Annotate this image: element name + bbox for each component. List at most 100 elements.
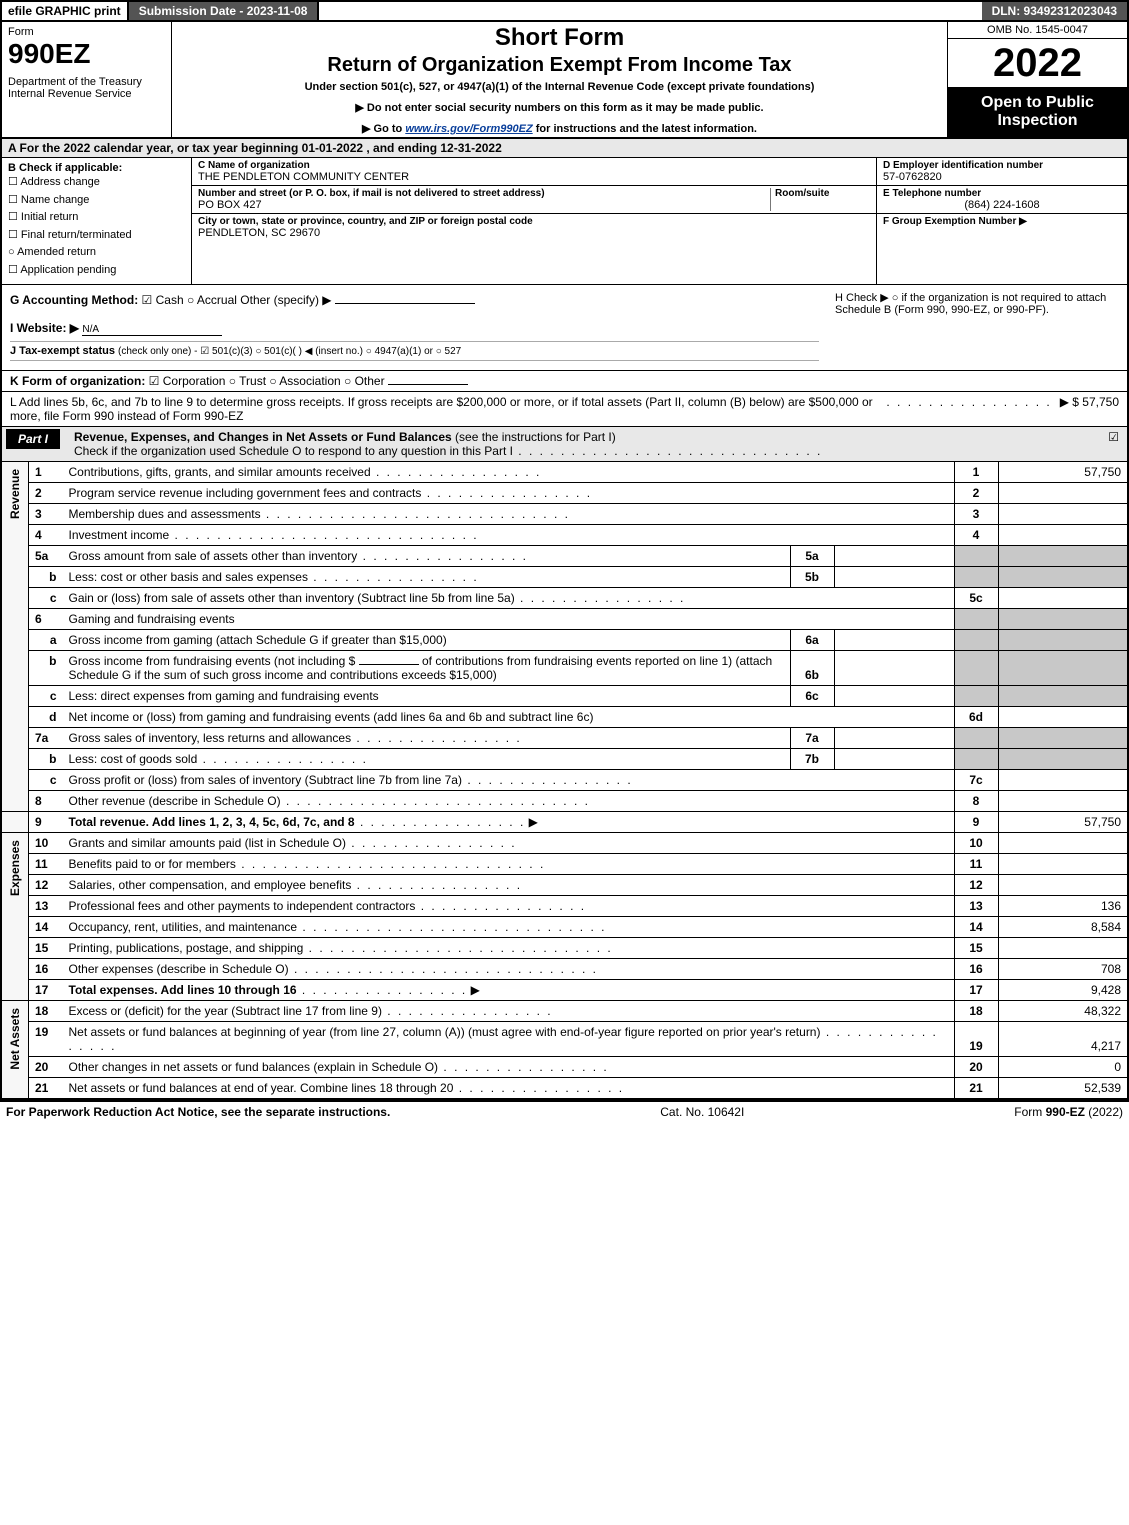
l6c-rn (954, 685, 998, 706)
l7a-mv (834, 727, 954, 748)
l20-text: Other changes in net assets or fund bala… (69, 1060, 439, 1074)
l2-n: 2 (29, 482, 63, 503)
l1-text: Contributions, gifts, grants, and simila… (69, 465, 371, 479)
rev-rot-9 (1, 811, 29, 832)
l5c-text: Gain or (loss) from sale of assets other… (69, 591, 515, 605)
l5b-dots (308, 570, 479, 584)
l3-d: Membership dues and assessments (63, 503, 955, 524)
header-sub2a: ▶ Do not enter social security numbers o… (180, 101, 939, 114)
l5c-d: Gain or (loss) from sale of assets other… (63, 587, 955, 608)
netassets-label: Net Assets (8, 1004, 22, 1074)
footer-right-b: 990-EZ (1046, 1105, 1085, 1119)
netassets-rot: Net Assets (1, 1000, 29, 1099)
l5a-mn: 5a (790, 545, 834, 566)
sub2b-pre: ▶ Go to (362, 123, 405, 135)
form-header: Form 990EZ Department of the Treasury In… (0, 22, 1129, 139)
l18-rv: 48,322 (998, 1000, 1128, 1021)
l7c-dots (462, 773, 633, 787)
l12-dots (351, 878, 522, 892)
c-addr-box: Number and street (or P. O. box, if mail… (192, 186, 876, 214)
efile-label[interactable]: efile GRAPHIC print (2, 2, 129, 20)
f-label: F Group Exemption Number ▶ (883, 216, 1121, 227)
j-label: J Tax-exempt status (10, 345, 115, 357)
part1-header: Part I Revenue, Expenses, and Changes in… (0, 427, 1129, 462)
chk-application-pending[interactable]: Application pending (8, 262, 185, 280)
l7b-d: Less: cost of goods sold (63, 748, 791, 769)
e-box: E Telephone number (864) 224-1608 (877, 186, 1127, 214)
ein-value: 57-0762820 (883, 171, 1121, 183)
l21-rn: 21 (954, 1077, 998, 1099)
page-footer: For Paperwork Reduction Act Notice, see … (0, 1100, 1129, 1122)
l12-n: 12 (29, 874, 63, 895)
c-addr-label: Number and street (or P. O. box, if mail… (198, 188, 770, 199)
l-dots (886, 395, 1051, 423)
l13-n: 13 (29, 895, 63, 916)
header-sub1: Under section 501(c), 527, or 4947(a)(1)… (180, 81, 939, 93)
l19-rv: 4,217 (998, 1021, 1128, 1056)
k-opts[interactable]: ☑ Corporation ○ Trust ○ Association ○ Ot… (149, 374, 385, 388)
l10-rn: 10 (954, 832, 998, 853)
irs-link[interactable]: www.irs.gov/Form990EZ (405, 123, 532, 135)
l20-rv: 0 (998, 1056, 1128, 1077)
l21-n: 21 (29, 1077, 63, 1099)
footer-right-a: Form (1014, 1105, 1045, 1119)
website-value: N/A (82, 324, 222, 336)
h-text[interactable]: H Check ▶ ○ if the organization is not r… (835, 292, 1106, 316)
l15-rv (998, 937, 1128, 958)
l16-rn: 16 (954, 958, 998, 979)
part1-check[interactable]: ☑ (1100, 427, 1127, 447)
l9-n: 9 (29, 811, 63, 832)
line-i: I Website: ▶ N/A (10, 319, 819, 338)
l8-dots (281, 794, 590, 808)
l19-d: Net assets or fund balances at beginning… (63, 1021, 955, 1056)
room-label: Room/suite (775, 188, 870, 199)
l7b-dots (197, 752, 368, 766)
l5a-text: Gross amount from sale of assets other t… (69, 549, 358, 563)
chk-address-change[interactable]: Address change (8, 174, 185, 192)
l5b-rn (954, 566, 998, 587)
l6a-mv (834, 629, 954, 650)
l9-d: Total revenue. Add lines 1, 2, 3, 4, 5c,… (63, 811, 955, 832)
l1-d: Contributions, gifts, grants, and simila… (63, 462, 955, 483)
l21-rv: 52,539 (998, 1077, 1128, 1099)
l13-d: Professional fees and other payments to … (63, 895, 955, 916)
l7b-rn (954, 748, 998, 769)
c-name-box: C Name of organization THE PENDLETON COM… (192, 158, 876, 186)
l18-dots (382, 1004, 553, 1018)
chk-amended-return[interactable]: Amended return (8, 244, 185, 262)
part1-dots (513, 444, 822, 458)
c-name-label: C Name of organization (198, 160, 870, 171)
chk-final-return[interactable]: Final return/terminated (8, 227, 185, 245)
l21-dots (453, 1081, 624, 1095)
k-blank[interactable] (388, 384, 468, 385)
l19-rn: 19 (954, 1021, 998, 1056)
g-other-blank[interactable] (335, 303, 475, 304)
e-label: E Telephone number (883, 188, 1121, 199)
l7a-rn (954, 727, 998, 748)
l9-text: Total revenue. Add lines 1, 2, 3, 4, 5c,… (69, 815, 355, 829)
g-other[interactable]: Other (specify) ▶ (240, 293, 331, 307)
l2-d: Program service revenue including govern… (63, 482, 955, 503)
l5c-rv (998, 587, 1128, 608)
i-label: I Website: ▶ (10, 321, 79, 335)
l16-n: 16 (29, 958, 63, 979)
chk-name-change[interactable]: Name change (8, 192, 185, 210)
l6c-rv (998, 685, 1128, 706)
l18-n: 18 (29, 1000, 63, 1021)
l5b-n: b (29, 566, 63, 587)
l9-dots (355, 815, 526, 829)
l13-dots (415, 899, 586, 913)
l5b-mv (834, 566, 954, 587)
l6b-blank[interactable] (359, 664, 419, 665)
chk-initial-return[interactable]: Initial return (8, 209, 185, 227)
line-l: L Add lines 5b, 6c, and 7b to line 9 to … (0, 392, 1129, 427)
g-cash[interactable]: Cash (142, 293, 184, 307)
l9-rv: 57,750 (998, 811, 1128, 832)
l21-text: Net assets or fund balances at end of ye… (69, 1081, 454, 1095)
l8-n: 8 (29, 790, 63, 811)
l16-dots (289, 962, 598, 976)
l6c-mv (834, 685, 954, 706)
g-accrual[interactable]: Accrual (187, 293, 237, 307)
j-opts[interactable]: (check only one) - ☑ 501(c)(3) ○ 501(c)(… (118, 346, 461, 357)
l6a-d: Gross income from gaming (attach Schedul… (63, 629, 791, 650)
